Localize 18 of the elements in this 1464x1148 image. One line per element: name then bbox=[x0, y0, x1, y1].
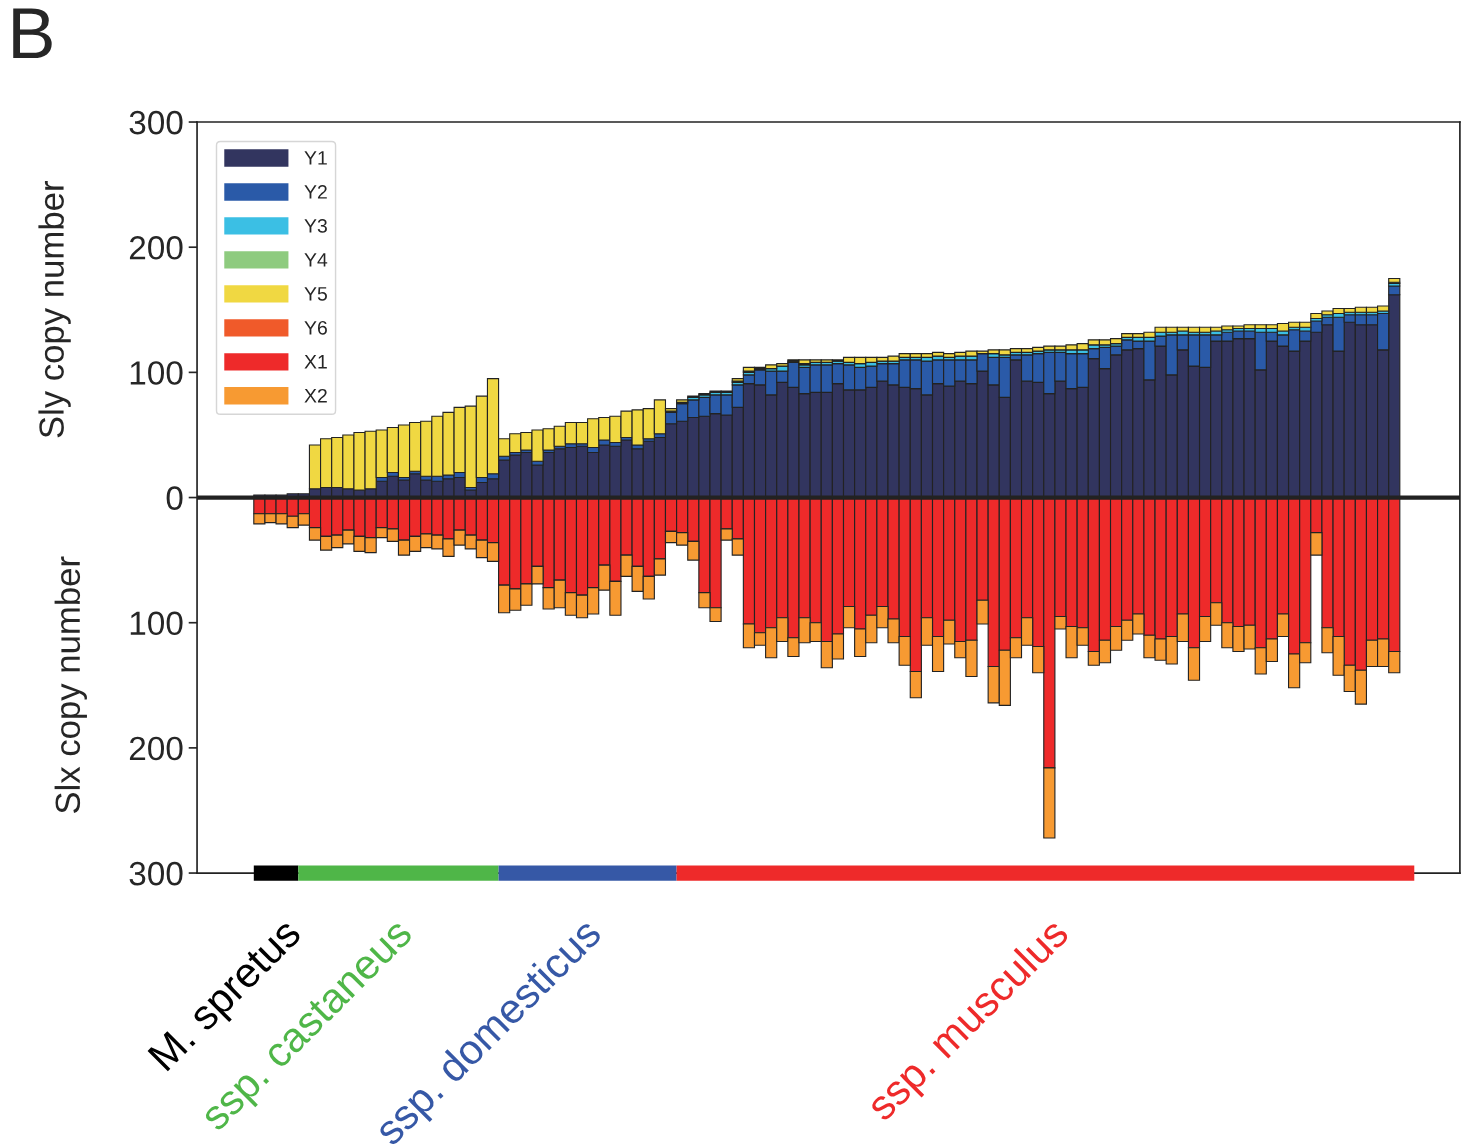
y-axis-title: Sly copy number bbox=[38, 181, 71, 438]
legend-label: Y5 bbox=[304, 287, 327, 301]
legend-label: Y6 bbox=[304, 320, 327, 335]
y-tick-label: 100 bbox=[130, 361, 183, 385]
legend-label: Y3 bbox=[304, 219, 327, 233]
legend-label: Y2 bbox=[304, 185, 327, 199]
legend-label: X1 bbox=[304, 355, 327, 369]
y-tick-label: 0 bbox=[166, 486, 183, 510]
legend-label: Y4 bbox=[304, 253, 328, 267]
text: Slx copy number bbox=[54, 556, 87, 814]
legend-label: X2 bbox=[304, 388, 327, 403]
y-tick-label: 300 bbox=[129, 861, 183, 886]
y-tick-label: 300 bbox=[129, 110, 183, 135]
y-tick-label: 200 bbox=[129, 236, 183, 260]
y-tick-label: 100 bbox=[130, 611, 183, 636]
chart-title: B bbox=[13, 8, 52, 59]
y-tick-label: 200 bbox=[129, 736, 183, 761]
legend-label: Y1 bbox=[304, 151, 327, 165]
